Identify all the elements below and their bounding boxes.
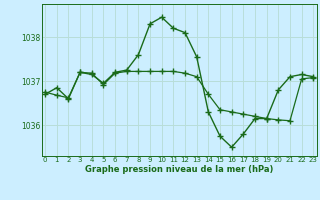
X-axis label: Graphe pression niveau de la mer (hPa): Graphe pression niveau de la mer (hPa) bbox=[85, 165, 273, 174]
